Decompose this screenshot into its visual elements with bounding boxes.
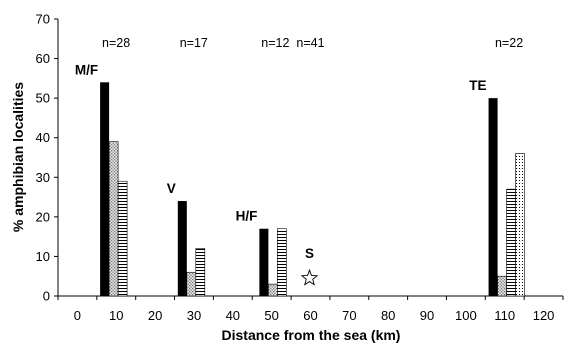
group-label: V [167,181,176,196]
x-tick-label: 120 [533,308,555,323]
star-marker [300,268,319,286]
x-tick-label: 40 [226,308,240,323]
x-tick-label: 100 [455,308,477,323]
x-tick-label: 20 [148,308,162,323]
x-tick-label: 90 [420,308,434,323]
y-axis-title: % amphibian localities [10,82,26,232]
bar [506,188,516,297]
sample-size-label: n=12 [261,36,289,50]
bar [108,141,119,297]
x-tick-label: 70 [342,308,356,323]
y-tick-label: 60 [36,51,50,66]
y-tick-label: 10 [36,249,50,264]
y-tick-label: 20 [36,209,50,224]
y-tick-label: 30 [36,170,50,185]
axes [54,18,564,300]
x-tick-label: 80 [381,308,395,323]
x-tick-label: 10 [109,308,123,323]
y-tick-label: 40 [36,130,50,145]
x-tick-label: 0 [74,308,81,323]
bar [186,271,197,297]
labels: 0 10 20 30 40 50 60 70 0 10 20 30 40 50 60 70 80 90 100 110… [36,12,555,324]
group-label: M/F [75,62,98,77]
group-label: S [305,246,314,261]
x-tick-label: 30 [187,308,201,323]
bar [259,228,269,296]
bar [195,248,206,297]
y-tick-label: 50 [36,91,50,106]
x-tick-label: 50 [264,308,278,323]
bar [117,180,128,297]
bar [515,153,525,297]
bar [268,283,278,297]
bar [497,275,507,297]
x-tick-label: 60 [303,308,317,323]
group-label: TE [469,78,486,93]
y-tick-label: 0 [43,289,50,304]
sample-size-label: n=41 [296,36,324,50]
bar [177,201,187,296]
sample-size-label: n=28 [102,36,130,50]
bar [100,82,110,296]
bar [277,228,287,297]
sample-size-label: n=17 [180,36,208,50]
group-label: H/F [236,209,258,224]
x-tick-label: 110 [494,308,515,323]
sample-size-label: n=22 [495,36,523,50]
y-tick-label: 70 [36,12,50,27]
bars [100,82,525,297]
x-axis-title: Distance from the sea (km) [222,327,401,343]
bar [488,98,498,297]
